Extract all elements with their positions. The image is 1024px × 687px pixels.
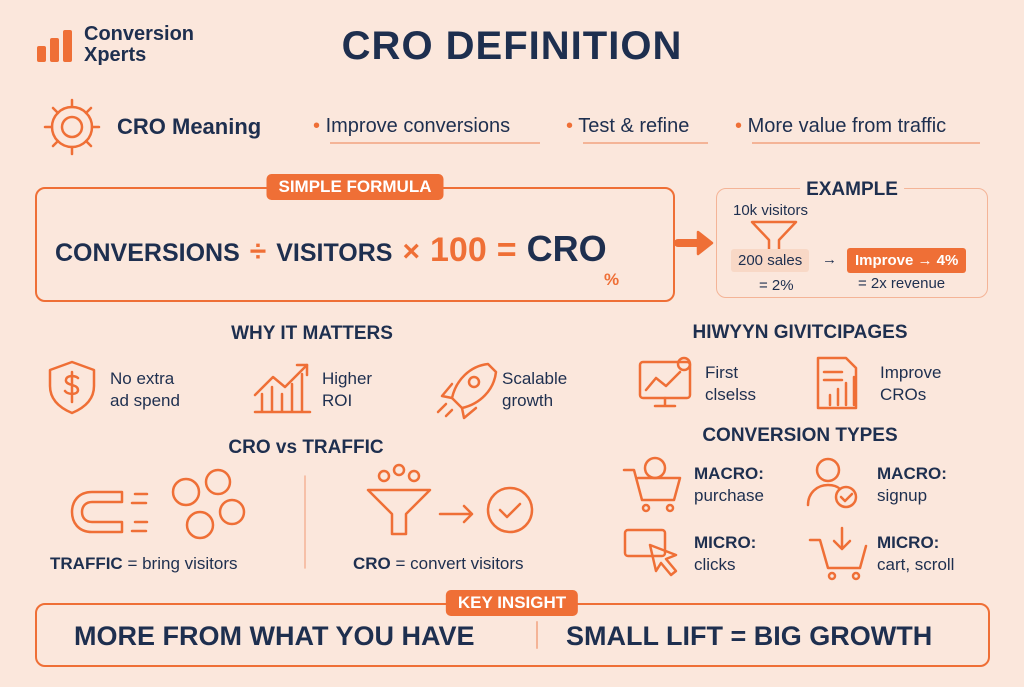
underline	[752, 142, 980, 144]
title: CRO DEFINITION	[341, 24, 683, 68]
type-item: MICRO: clicks	[694, 532, 756, 576]
logo-line: Xperts	[84, 44, 147, 66]
example-text: 10k visitors	[733, 202, 809, 219]
underline	[330, 142, 540, 144]
logo-line: Conversion	[84, 23, 195, 45]
example-improve: Improve → 4%	[847, 248, 967, 273]
funnel-people-icon	[366, 463, 534, 536]
type-label: purchase	[694, 486, 764, 505]
type-label: signup	[877, 486, 928, 505]
cart-icon	[622, 456, 682, 513]
why-item: Higher ROI	[322, 368, 372, 412]
gear-icon	[43, 98, 101, 156]
example-arrow: →	[822, 251, 837, 268]
arrow-head	[696, 230, 714, 256]
type-item: MACRO: signup	[877, 463, 947, 507]
section-title: CONVERSION TYPES	[702, 425, 898, 446]
formula-term: VISITORS	[276, 239, 393, 267]
garbled-item: Improve CROs	[880, 362, 941, 406]
bullet: • Improve conversions	[313, 115, 511, 137]
versus-traffic: TRAFFIC = bring visitors	[50, 554, 238, 574]
cart-down-icon	[808, 526, 868, 581]
insight-text: SMALL LIFT = BIG GROWTH	[566, 621, 933, 651]
formula-number: 100	[430, 231, 487, 269]
insight-text: MORE FROM WHAT YOU HAVE	[74, 621, 475, 651]
why-item: No extra ad spend	[110, 368, 180, 412]
example-title: EXAMPLE	[800, 179, 904, 201]
meaning-label: CRO Meaning	[117, 114, 262, 139]
example-sales: 200 sales	[731, 249, 810, 272]
bullet-text: Improve conversions	[325, 115, 511, 137]
line: growth	[502, 391, 554, 410]
line: Scalable	[502, 369, 568, 388]
line: First	[705, 363, 739, 382]
section-title: CRO vs TRAFFIC	[228, 437, 384, 458]
bullet: • More value from traffic	[735, 115, 947, 137]
people-icon	[171, 468, 246, 540]
line: clselss	[705, 385, 757, 404]
line: Improve	[880, 363, 942, 382]
growth-chart-icon	[253, 363, 312, 414]
formula-operator: ×	[402, 235, 421, 268]
term: CRO	[353, 554, 391, 573]
type-kind: MICRO:	[877, 533, 940, 552]
type-kind: MACRO:	[877, 464, 947, 483]
line: CROs	[880, 385, 927, 404]
insight-badge: KEY INSIGHT	[445, 590, 579, 616]
formula-badge: SIMPLE FORMULA	[266, 174, 444, 200]
definition: = bring visitors	[127, 554, 238, 573]
formula-operator: ÷	[249, 235, 267, 268]
bullet-text: Test & refine	[578, 115, 690, 137]
formula-unit: %	[604, 270, 620, 289]
line: Higher	[322, 369, 373, 388]
type-label: clicks	[694, 555, 736, 574]
type-item: MACRO: purchase	[694, 463, 764, 507]
type-kind: MACRO:	[694, 464, 764, 483]
example-text: = 2x revenue	[858, 275, 946, 292]
formula: CONVERSIONS ÷ VISITORS × 100 = CRO	[55, 228, 607, 270]
bullet: • Test & refine	[566, 115, 690, 137]
bullet-text: More value from traffic	[747, 115, 947, 137]
formula-term: CONVERSIONS	[55, 239, 240, 267]
monitor-icon	[638, 356, 692, 408]
underline	[583, 142, 708, 144]
click-icon	[623, 528, 678, 577]
type-kind: MICRO:	[694, 533, 757, 552]
garbled-item: First clselss	[705, 362, 756, 406]
example-text: = 2%	[759, 277, 794, 294]
formula-operator: =	[496, 231, 517, 269]
logo-text: Conversion Xperts	[84, 24, 194, 66]
line: No extra	[110, 369, 175, 388]
versus-cro: CRO = convert visitors	[353, 554, 524, 574]
logo-icon	[37, 30, 72, 62]
section-title: WHY IT MATTERS	[231, 323, 393, 344]
type-label: cart, scroll	[877, 555, 955, 574]
magnet-icon	[70, 490, 149, 534]
rocket-icon	[436, 362, 498, 420]
why-item: Scalable growth	[502, 368, 567, 412]
user-check-icon	[806, 457, 858, 509]
shield-icon	[48, 360, 96, 415]
definition: = convert visitors	[395, 554, 524, 573]
report-icon	[816, 356, 858, 410]
line: ROI	[322, 391, 353, 410]
line: ad spend	[110, 391, 180, 410]
formula-result: CRO	[526, 228, 607, 269]
type-item: MICRO: cart, scroll	[877, 532, 954, 576]
section-title: HIWYYN GIVITCIPAGES	[692, 322, 908, 343]
term: TRAFFIC	[50, 554, 123, 573]
